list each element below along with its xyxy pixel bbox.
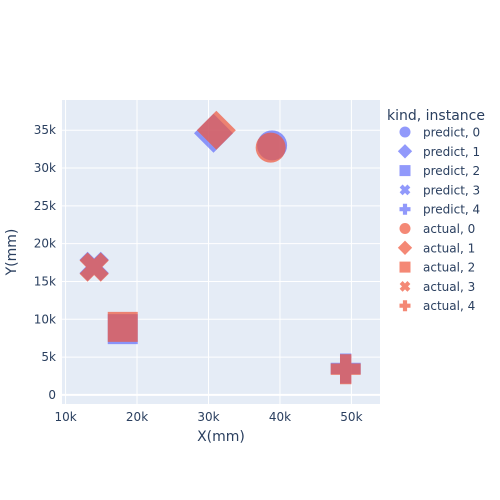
legend-symbol-actual-square — [399, 261, 411, 273]
marker-actual-square — [107, 311, 138, 342]
y-tick-label: 35k — [34, 123, 56, 137]
legend-symbol-predict-square — [399, 165, 411, 177]
legend-label: predict, 2 — [423, 164, 480, 178]
legend-label: predict, 1 — [423, 145, 480, 159]
legend-symbol-actual-circle — [399, 223, 411, 234]
x-tick-label: 10k — [54, 410, 76, 424]
legend-symbol-predict-circle — [399, 126, 411, 138]
y-tick-label: 20k — [34, 237, 56, 251]
x-tick-label: 30k — [197, 410, 219, 424]
y-tick-label: 30k — [34, 161, 56, 175]
legend-label: actual, 4 — [423, 299, 475, 313]
marker-actual-x — [79, 252, 109, 282]
legend-symbol-actual-x — [399, 281, 411, 292]
y-tick-label: 15k — [34, 274, 56, 288]
legend-label: actual, 1 — [423, 241, 475, 255]
marker-actual-cross — [330, 354, 361, 385]
legend-symbol-predict-x — [399, 184, 411, 196]
legend-title: kind, instance — [387, 108, 485, 124]
marker-actual-circle — [255, 132, 286, 163]
legend-label: actual, 2 — [423, 261, 475, 275]
y-tick-label: 0 — [48, 388, 56, 402]
y-axis-title: Y(mm) — [4, 229, 20, 277]
legend-symbol-actual-diamond — [397, 240, 413, 255]
y-tick-label: 5k — [41, 350, 56, 364]
x-axis-title: X(mm) — [197, 429, 245, 445]
legend-label: predict, 4 — [423, 203, 480, 217]
data-markers — [79, 110, 361, 385]
x-tick-label: 20k — [126, 410, 148, 424]
marker-actual-diamond — [196, 110, 236, 150]
x-axis-ticks: 10k 20k 30k 40k 50k — [54, 410, 362, 424]
legend-symbol-actual-cross — [399, 300, 411, 312]
legend-label: predict, 3 — [423, 183, 480, 197]
legend-label: actual, 0 — [423, 222, 475, 236]
legend-label: actual, 3 — [423, 280, 475, 294]
legend: kind, instance predict, 0 predict, 1 predi… — [387, 108, 485, 313]
y-axis-ticks: 0 5k 10k 15k 20k 25k 30k 35k — [34, 123, 56, 402]
y-tick-label: 10k — [34, 312, 56, 326]
plot-area — [62, 100, 380, 404]
legend-label: predict, 0 — [423, 126, 480, 140]
x-tick-label: 40k — [269, 410, 291, 424]
x-tick-label: 50k — [340, 410, 362, 424]
legend-symbol-predict-diamond — [397, 144, 413, 159]
legend-symbol-predict-cross — [399, 203, 411, 215]
y-tick-label: 25k — [34, 199, 56, 213]
